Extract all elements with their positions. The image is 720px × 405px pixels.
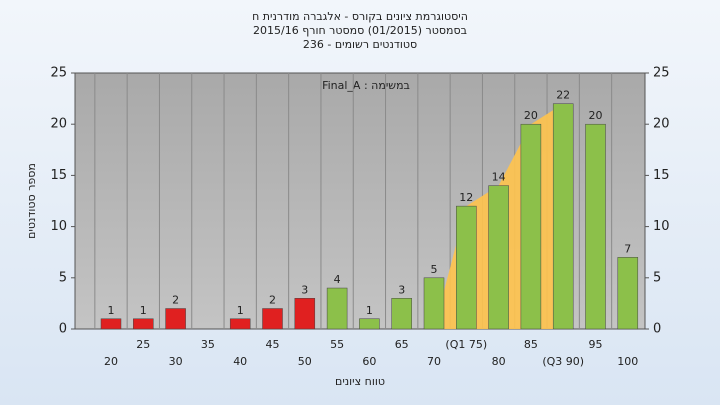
value-label: 5 (431, 263, 438, 276)
annotation: במשימה : Final_A (322, 79, 410, 92)
y2-tick-label: 15 (653, 168, 670, 183)
x-tick-label: (Q1 75) (445, 338, 487, 351)
y-axis-label: מספר סטודנטים (25, 163, 38, 239)
bar (423, 277, 445, 330)
x-tick-label: 20 (104, 355, 118, 368)
bar (552, 103, 574, 330)
x-tick-label: 70 (427, 355, 441, 368)
value-label: 3 (301, 283, 308, 296)
chart-title: היסטוגרמת ציונים בקורס - אלגברה מודרנית … (252, 10, 468, 23)
value-label: 3 (398, 283, 405, 296)
value-label: 14 (492, 171, 506, 184)
x-tick-label: 60 (362, 355, 376, 368)
bar (359, 318, 380, 330)
x-tick-label: 50 (298, 355, 312, 368)
bar (456, 205, 477, 330)
bar (585, 123, 606, 330)
bar (262, 308, 283, 330)
y2-tick-label: 10 (653, 219, 670, 234)
x-tick-label: 100 (617, 355, 638, 368)
x-tick-label: 85 (524, 338, 538, 351)
x-tick-label: 25 (136, 338, 150, 351)
x-tick-label: 45 (266, 338, 280, 351)
y-tick-label: 15 (50, 168, 67, 183)
x-tick-label: 65 (395, 338, 409, 351)
bar (133, 318, 154, 330)
chart-subtitle: בסמסטר (01/2015) סמסטר חורף 2015/16 (253, 24, 467, 37)
bar (617, 257, 639, 330)
x-axis-label: טווח ציונים (335, 375, 385, 388)
value-label: 22 (556, 89, 570, 102)
y2-tick-label: 25 (653, 66, 670, 81)
x-tick-label: 40 (233, 355, 247, 368)
y-tick-label: 25 (50, 66, 67, 81)
value-label: 7 (624, 242, 631, 255)
x-tick-label: 55 (330, 338, 344, 351)
y2-tick-label: 20 (653, 117, 670, 132)
chart-subtitle: סטודנטים רשומים - 236 (303, 38, 417, 51)
value-label: 2 (269, 294, 276, 307)
value-label: 20 (524, 109, 538, 122)
x-tick-label: 35 (201, 338, 215, 351)
x-tick-label: (Q3 90) (542, 355, 584, 368)
bar (229, 318, 251, 330)
bar (391, 298, 412, 330)
value-label: 1 (140, 304, 147, 317)
bar (326, 287, 348, 330)
y2-tick-label: 5 (653, 270, 661, 285)
x-tick-label: 95 (589, 338, 603, 351)
bar (294, 298, 316, 330)
y-tick-label: 5 (59, 270, 67, 285)
x-tick-label: 30 (169, 355, 183, 368)
value-label: 4 (334, 273, 341, 286)
value-label: 1 (108, 304, 115, 317)
value-label: 1 (366, 304, 373, 317)
value-label: 1 (237, 304, 244, 317)
bar (520, 123, 542, 330)
y-tick-label: 20 (50, 117, 67, 132)
bar (165, 308, 186, 330)
y-tick-label: 0 (59, 322, 67, 337)
value-label: 20 (589, 109, 603, 122)
bar (100, 318, 122, 330)
y2-tick-label: 0 (653, 322, 661, 337)
value-label: 2 (172, 294, 179, 307)
y-tick-label: 10 (50, 219, 67, 234)
bar (488, 185, 509, 330)
x-tick-label: 80 (492, 355, 506, 368)
value-label: 12 (459, 191, 473, 204)
